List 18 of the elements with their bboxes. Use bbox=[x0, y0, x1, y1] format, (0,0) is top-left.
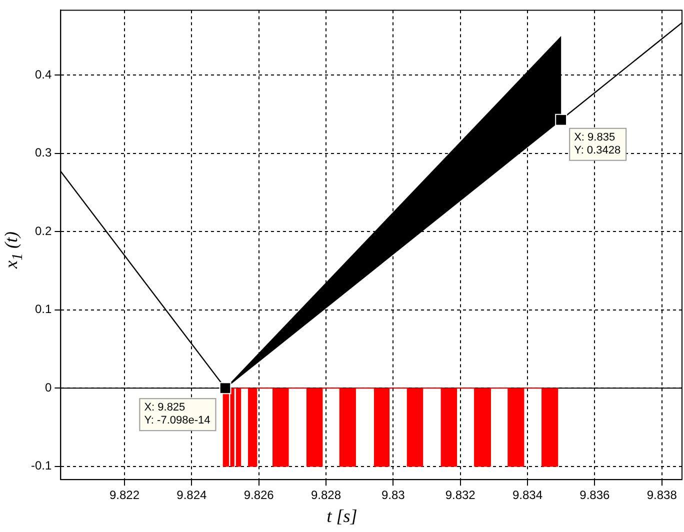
y-tick-label: -0.1 bbox=[30, 458, 52, 473]
x-tick-label: 9.834 bbox=[512, 488, 543, 502]
x-tick-label: 9.832 bbox=[445, 488, 476, 502]
y-tick-label: 0.2 bbox=[34, 224, 52, 238]
x-axis-title: t [s] bbox=[326, 506, 358, 527]
annotation: X: 9.825 Y: -7.098e-14 bbox=[144, 402, 210, 427]
x-tick-label: 9.822 bbox=[109, 488, 140, 502]
y-tick-label: 0.3 bbox=[34, 146, 52, 160]
y-tick-label: 0 bbox=[44, 380, 52, 394]
y-tick-label: 0.1 bbox=[34, 302, 52, 316]
annotation: X: 9.835 Y: 0.3428 bbox=[574, 131, 621, 156]
x-tick-label: 9.824 bbox=[176, 488, 207, 502]
x-tick-label: 9.838 bbox=[646, 488, 678, 502]
y-tick-label: 0.4 bbox=[34, 67, 52, 82]
x-tick-label: 9.828 bbox=[310, 488, 342, 502]
x-tick-label: 9.826 bbox=[244, 488, 274, 502]
x-tick-label: 9.836 bbox=[580, 488, 610, 502]
x-tick-label: 9.83 bbox=[381, 488, 406, 502]
